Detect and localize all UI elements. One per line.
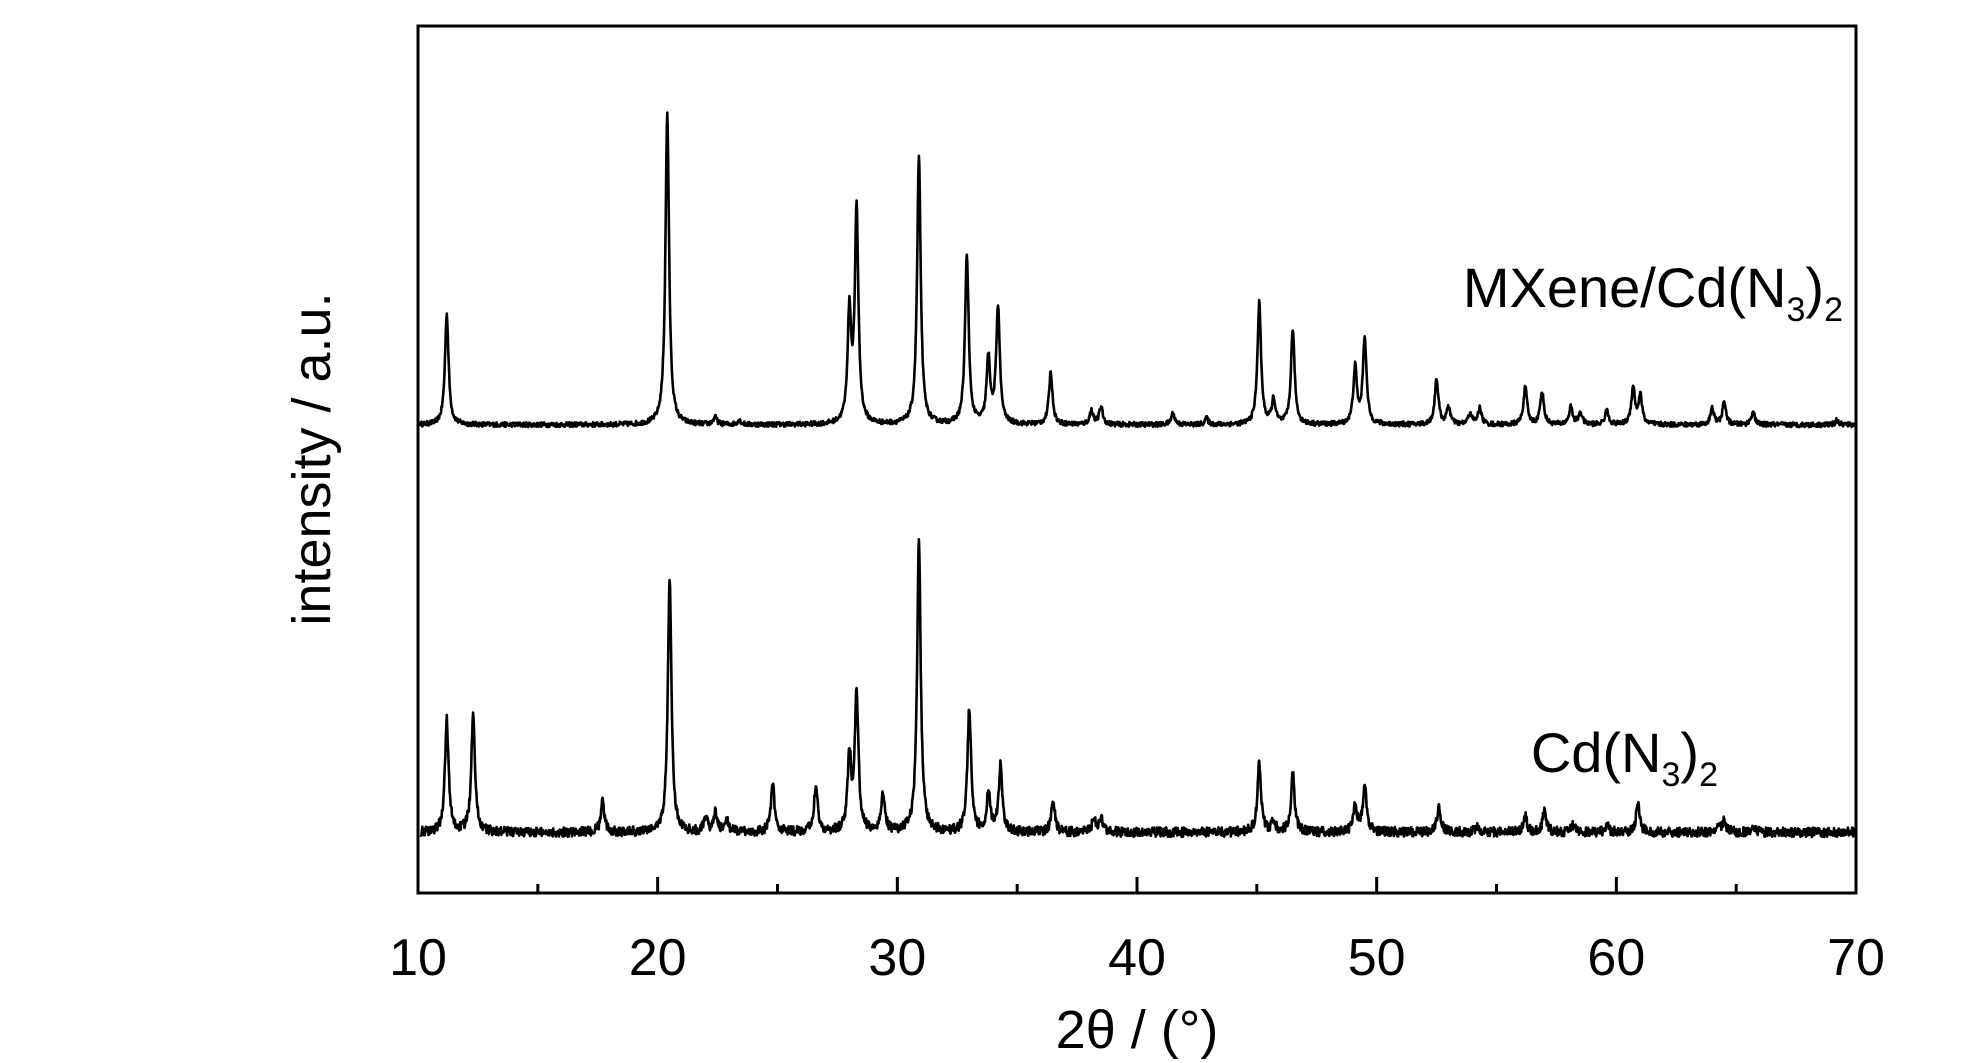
x-tick-label: 40	[1108, 929, 1166, 987]
series-label-cdn3: Cd(N3)2	[1531, 721, 1718, 794]
x-axis-title: 2θ / (°)	[1056, 1000, 1219, 1060]
x-tick-label: 30	[868, 929, 926, 987]
x-tick-label: 70	[1827, 929, 1885, 987]
series-label-mxene: MXene/Cd(N3)2	[1463, 256, 1843, 329]
series-line-mxene	[419, 111, 1857, 429]
y-axis-title: intensity / a.u.	[282, 292, 342, 625]
x-tick-label: 50	[1348, 929, 1406, 987]
x-axis-ticks: 10 20 30 40 50 60 70	[389, 877, 1885, 987]
x-tick-label: 20	[629, 929, 687, 987]
x-tick-label: 60	[1587, 929, 1645, 987]
series-lines	[419, 111, 1857, 839]
x-tick-label: 10	[389, 929, 447, 987]
series-line-cdn3	[419, 537, 1857, 839]
